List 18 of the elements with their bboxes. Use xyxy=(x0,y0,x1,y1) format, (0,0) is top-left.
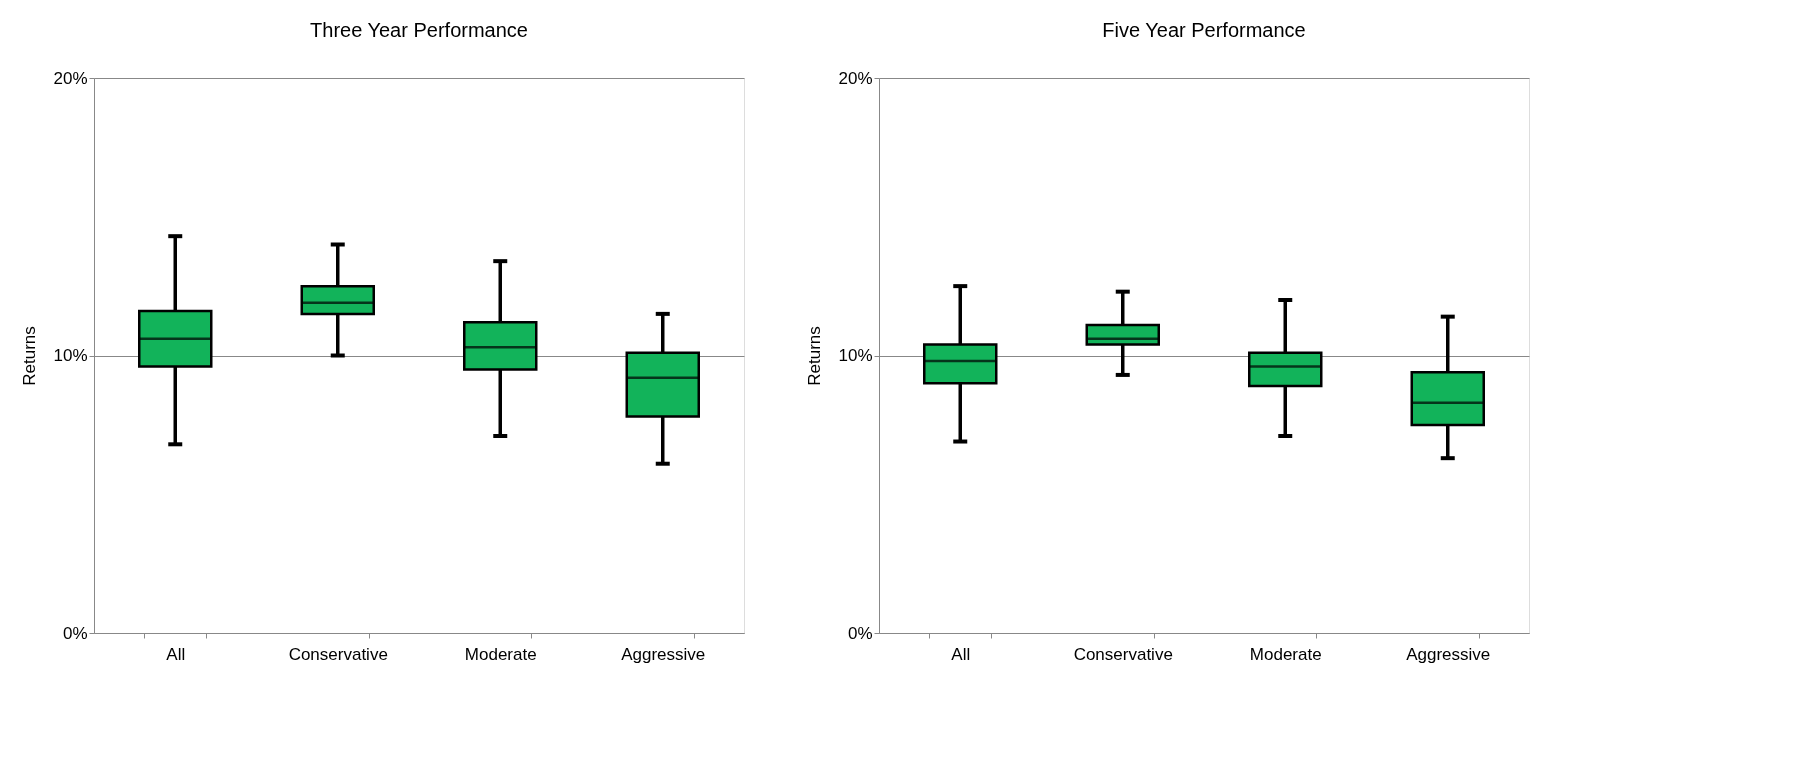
x-tick-label: All xyxy=(951,644,971,664)
x-tick-label: Conservative xyxy=(288,644,388,664)
x-tick-label: Moderate xyxy=(1249,644,1322,664)
chart-title: Three Year Performance xyxy=(310,19,528,41)
x-tick-label: Aggressive xyxy=(1406,644,1491,664)
y-tick-label: 20% xyxy=(838,68,873,88)
y-axis-title: Returns xyxy=(20,326,40,386)
x-tick-label: Conservative xyxy=(1073,644,1173,664)
y-axis-title: Returns xyxy=(805,326,825,386)
y-tick-label: 0% xyxy=(62,623,88,643)
x-tick-label: Moderate xyxy=(464,644,537,664)
y-tick-label: 10% xyxy=(53,346,88,365)
y-tick-label: 10% xyxy=(838,346,873,365)
y-tick-label: 20% xyxy=(53,68,88,88)
chart-title: Five Year Performance xyxy=(1102,19,1306,41)
y-tick-label: 0% xyxy=(847,623,873,643)
x-tick-label: All xyxy=(166,644,186,664)
x-tick-label: Aggressive xyxy=(621,644,706,664)
